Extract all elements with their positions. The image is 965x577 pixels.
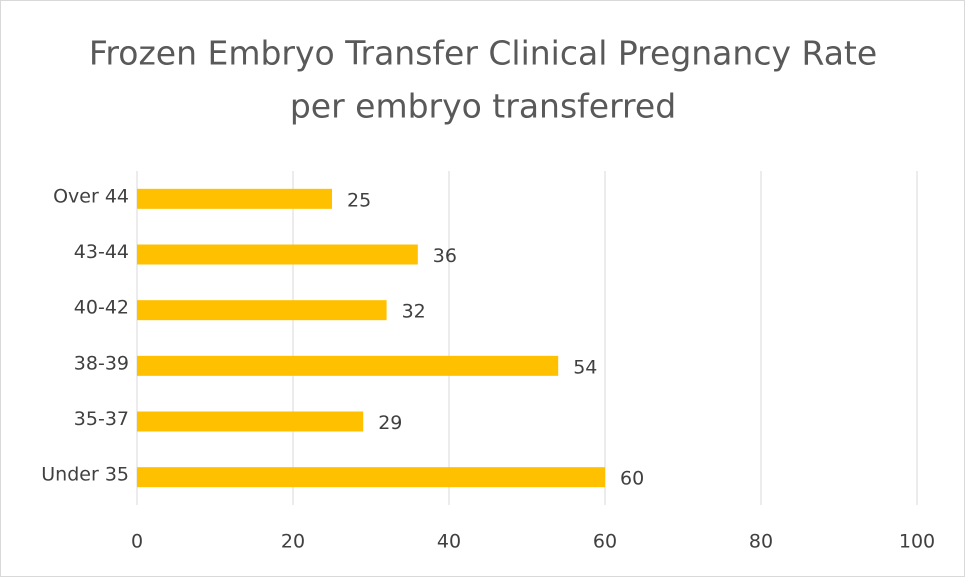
bar [137, 467, 605, 488]
bar [137, 244, 418, 265]
x-tick-label: 80 [749, 531, 773, 553]
chart-title: Frozen Embryo Transfer Clinical Pregnanc… [89, 34, 877, 73]
x-tick-label: 40 [437, 531, 461, 553]
data-label: 54 [573, 356, 597, 378]
bar [137, 300, 387, 321]
bar [137, 411, 364, 432]
bar [137, 355, 559, 376]
x-tick-label: 60 [593, 531, 617, 553]
x-tick-label: 20 [281, 531, 305, 553]
y-tick-label: 35-37 [74, 408, 129, 430]
data-label: 60 [620, 468, 644, 490]
data-label: 25 [347, 189, 371, 211]
y-tick-label: 43-44 [74, 241, 129, 263]
y-tick-label: 40-42 [74, 297, 129, 319]
y-tick-label: Under 35 [41, 464, 129, 486]
y-tick-label: 38-39 [74, 352, 129, 374]
x-tick-label: 0 [131, 531, 143, 553]
x-tick-label: 100 [899, 531, 935, 553]
data-label: 29 [378, 412, 402, 434]
y-tick-label: Over 44 [53, 185, 129, 207]
data-label: 36 [433, 245, 457, 267]
chart-subtitle: per embryo transferred [290, 87, 676, 126]
bar [137, 188, 332, 209]
data-label: 32 [402, 301, 426, 323]
